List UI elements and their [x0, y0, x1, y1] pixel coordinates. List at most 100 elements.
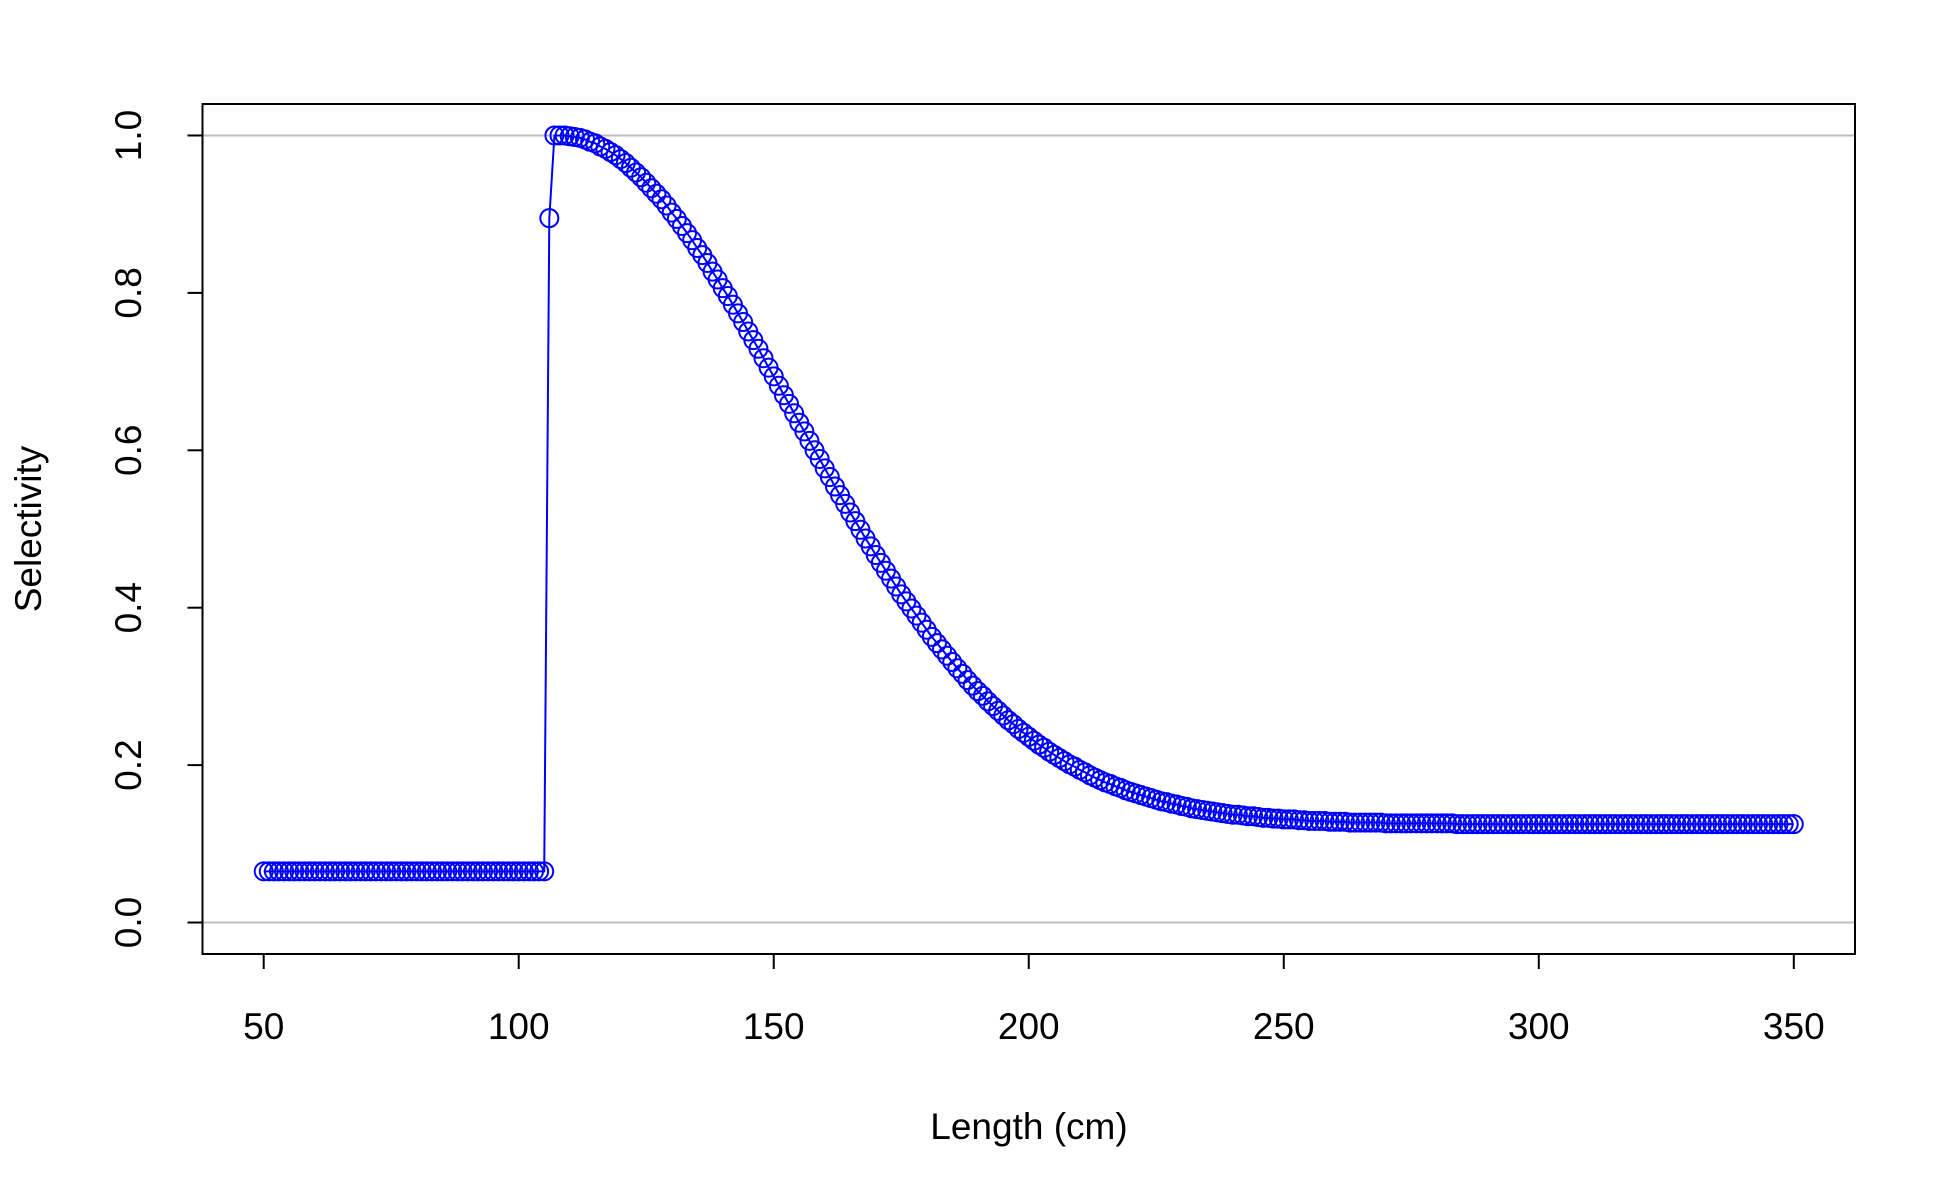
- data-point: [330, 861, 351, 882]
- data-point: [1742, 814, 1763, 835]
- data-point: [335, 861, 356, 882]
- data-point: [350, 861, 371, 882]
- data-point: [1411, 813, 1432, 834]
- data-point: [1238, 806, 1259, 827]
- data-point: [585, 133, 606, 154]
- data-point: [432, 861, 453, 882]
- data-point: [427, 861, 448, 882]
- x-tick-label: 200: [998, 1006, 1060, 1047]
- data-point: [1783, 814, 1804, 835]
- data-point: [1039, 741, 1060, 762]
- data-point: [1477, 814, 1498, 835]
- x-tick-label: 50: [243, 1006, 284, 1047]
- data-point: [284, 861, 305, 882]
- data-point: [1498, 814, 1519, 835]
- data-point: [1222, 804, 1243, 825]
- data-point: [442, 861, 463, 882]
- data-point: [809, 448, 830, 469]
- data-point: [1686, 814, 1707, 835]
- data-point: [753, 348, 774, 369]
- data-point: [513, 861, 534, 882]
- data-point: [1074, 762, 1095, 783]
- data-point: [1304, 810, 1325, 831]
- data-point: [1457, 814, 1478, 835]
- data-point: [1666, 814, 1687, 835]
- data-point: [1436, 813, 1457, 834]
- y-tick-label: 0.8: [108, 267, 149, 318]
- data-point: [1023, 730, 1044, 751]
- data-point: [1589, 814, 1610, 835]
- data-point: [1299, 810, 1320, 831]
- data-point: [1340, 812, 1361, 833]
- x-axis-title: Length (cm): [930, 1106, 1127, 1147]
- data-point: [473, 861, 494, 882]
- data-point: [1753, 814, 1774, 835]
- data-point: [508, 861, 529, 882]
- data-point: [1375, 813, 1396, 834]
- data-point: [1595, 814, 1616, 835]
- data-point: [258, 861, 279, 882]
- data-point: [1406, 813, 1427, 834]
- data-point: [1309, 810, 1330, 831]
- data-point: [646, 183, 667, 204]
- y-tick-label: 0.0: [108, 897, 149, 948]
- data-point: [253, 861, 274, 882]
- data-point: [1462, 814, 1483, 835]
- data-point: [1702, 814, 1723, 835]
- data-point: [1533, 814, 1554, 835]
- data-point: [1523, 814, 1544, 835]
- data-point: [355, 861, 376, 882]
- data-point: [1518, 814, 1539, 835]
- data-point: [478, 861, 499, 882]
- data-point: [819, 467, 840, 488]
- data-point: [1727, 814, 1748, 835]
- data-point: [376, 861, 397, 882]
- data-point: [263, 861, 284, 882]
- data-point: [962, 675, 983, 696]
- data-point: [1345, 812, 1366, 833]
- y-tick-label: 1.0: [108, 110, 149, 161]
- data-point: [1707, 814, 1728, 835]
- data-point: [631, 167, 652, 188]
- data-point: [1620, 814, 1641, 835]
- data-point: [467, 861, 488, 882]
- data-point: [1421, 813, 1442, 834]
- data-point: [386, 861, 407, 882]
- data-point: [1034, 737, 1055, 758]
- data-point: [1482, 814, 1503, 835]
- data-point: [595, 138, 616, 159]
- data-point: [794, 421, 815, 442]
- data-point: [733, 312, 754, 333]
- data-point: [294, 861, 315, 882]
- data-point: [748, 338, 769, 359]
- data-point: [1493, 814, 1514, 835]
- data-point: [1748, 814, 1769, 835]
- data-point: [937, 645, 958, 666]
- data-point: [279, 861, 300, 882]
- data-point: [1289, 810, 1310, 831]
- data-point: [1676, 814, 1697, 835]
- data-point: [1630, 814, 1651, 835]
- data-point: [411, 861, 432, 882]
- data-point: [1651, 814, 1672, 835]
- data-point: [1778, 814, 1799, 835]
- data-point: [1054, 751, 1075, 772]
- data-point: [779, 393, 800, 414]
- data-point: [1773, 814, 1794, 835]
- data-point: [1487, 814, 1508, 835]
- data-point: [641, 178, 662, 199]
- data-point: [1584, 814, 1605, 835]
- data-point: [799, 430, 820, 451]
- data-point: [1656, 814, 1677, 835]
- data-point: [452, 861, 473, 882]
- data-point: [314, 861, 335, 882]
- data-point: [529, 861, 550, 882]
- data-point: [1365, 812, 1386, 833]
- x-tick-label: 350: [1763, 1006, 1825, 1047]
- data-point: [1635, 814, 1656, 835]
- data-point: [1737, 814, 1758, 835]
- data-point: [1044, 744, 1065, 765]
- data-point: [1569, 814, 1590, 835]
- x-tick-label: 100: [488, 1006, 550, 1047]
- data-point: [1324, 811, 1345, 832]
